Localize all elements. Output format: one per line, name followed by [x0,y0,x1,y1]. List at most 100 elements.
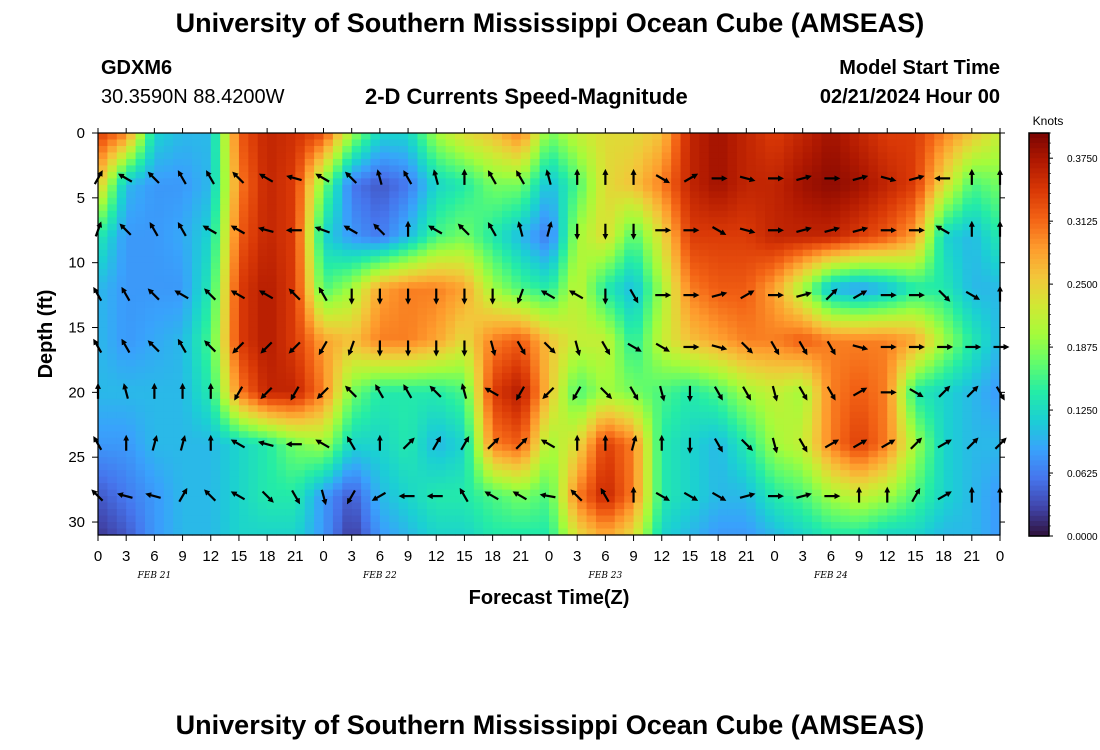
heatmap-cell [126,236,137,244]
heatmap-cell [821,418,832,426]
heatmap-cell [201,256,212,264]
heatmap-cell [379,152,390,160]
heatmap-cell [652,158,663,167]
heatmap-cell [689,204,700,212]
heatmap-cell [445,262,456,270]
heatmap-cell [295,398,306,406]
heatmap-cell [98,236,108,244]
heatmap-cell [765,457,776,465]
heatmap-cell [774,217,785,225]
heatmap-cell [361,269,372,277]
heatmap-cell [191,243,202,251]
heatmap-cell [821,236,832,244]
heatmap-cell [182,366,193,374]
heatmap-cell [314,139,325,147]
heatmap-cell [238,340,249,348]
heatmap-cell [549,145,559,154]
heatmap-cell [379,463,390,471]
heatmap-cell [614,191,625,199]
heatmap-cell [191,431,202,439]
heatmap-cell [182,353,193,361]
heatmap-cell [126,223,137,231]
heatmap-cell [802,152,813,160]
heatmap-cell [652,327,663,335]
heatmap-cell [492,359,503,368]
heatmap-cell [426,463,437,471]
heatmap-cell [689,165,700,173]
heatmap-cell [182,288,193,296]
heatmap-cell [595,308,606,316]
heatmap-cell [605,308,616,316]
heatmap-cell [708,191,719,199]
heatmap-cell [201,236,212,244]
heatmap-cell [943,301,954,309]
heatmap-cell [586,139,597,147]
heatmap-cell [154,431,165,439]
heatmap-cell [765,321,776,329]
heatmap-cell [238,275,249,283]
heatmap-cell [595,139,606,147]
heatmap-cell [201,366,212,374]
heatmap-cell [98,301,108,309]
heatmap-cell [765,184,776,192]
heatmap-cell [765,431,776,439]
heatmap-cell [276,444,287,452]
heatmap-cell [915,457,926,465]
heatmap-cell [116,133,127,141]
heatmap-cell [502,418,513,426]
heatmap-cell [793,152,804,160]
heatmap-cell [126,405,137,413]
heatmap-cell [210,418,221,426]
heatmap-cell [332,249,343,257]
heatmap-cell [718,444,729,452]
heatmap-cell [896,398,907,406]
heatmap-cell [812,359,823,368]
heatmap-cell [135,243,146,251]
heatmap-cell [633,327,644,335]
heatmap-cell [962,411,973,419]
heatmap-cell [971,288,982,296]
heatmap-cell [116,385,127,393]
heatmap-cell [708,301,719,309]
heatmap-cell [182,411,193,419]
heatmap-cell [990,314,1001,322]
heatmap-cell [821,457,832,465]
heatmap-cell [116,359,127,368]
heatmap-cell [492,418,503,426]
heatmap-cell [774,450,785,458]
heatmap-cell [661,204,672,212]
heatmap-cell [107,437,118,445]
heatmap-cell [502,139,513,147]
heatmap-cell [502,450,513,458]
heatmap-cell [436,321,447,329]
heatmap-cell [492,178,503,186]
heatmap-cell [398,217,409,225]
heatmap-cell [379,424,390,432]
heatmap-cell [812,139,823,147]
heatmap-cell [511,256,522,264]
heatmap-cell [502,359,513,368]
heatmap-cell [774,385,785,393]
heatmap-cell [436,431,447,439]
heatmap-cell [567,269,578,277]
heatmap-cell [812,236,823,244]
heatmap-cell [765,217,776,225]
heatmap-cell [689,139,700,147]
heatmap-cell [173,321,184,329]
heatmap-cell [173,392,184,400]
heatmap-cell [267,353,278,361]
heatmap-cell [595,243,606,251]
heatmap-cell [924,262,935,270]
heatmap-cell [586,359,597,368]
heatmap-cell [934,249,945,257]
heatmap-cell [304,191,315,199]
heatmap-cell [765,392,776,400]
heatmap-cell [680,288,691,296]
heatmap-cell [144,158,155,167]
heatmap-cell [680,269,691,277]
heatmap-cell [680,165,691,173]
heatmap-cell [943,321,954,329]
heatmap-cell [755,139,766,147]
heatmap-cell [445,165,456,173]
heatmap-cell [398,340,409,348]
